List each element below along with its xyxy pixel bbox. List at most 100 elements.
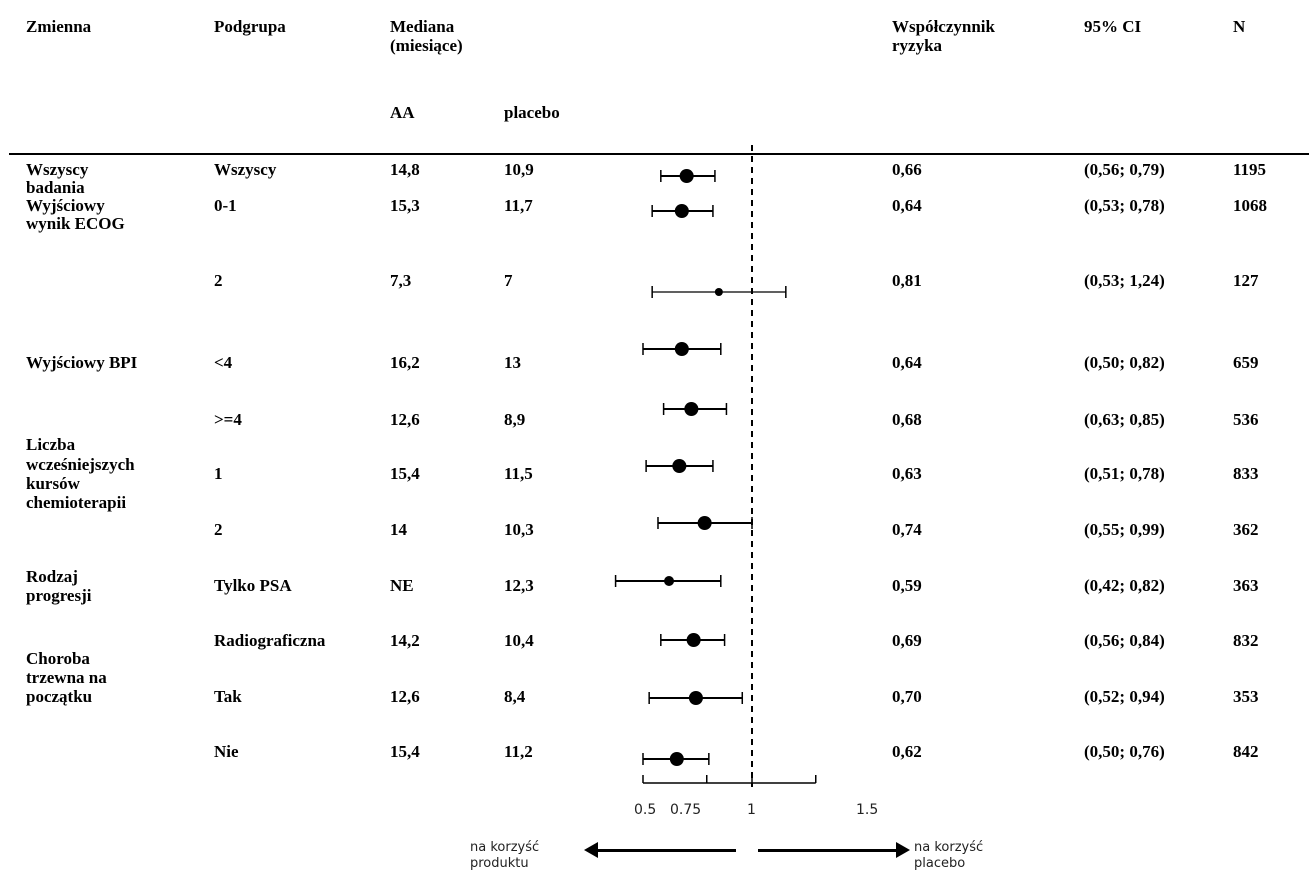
subgroup-cell: Tylko PSA	[214, 576, 292, 595]
n-cell: 1195	[1233, 160, 1267, 179]
ci-cell: (0,42; 0,82)	[1084, 576, 1165, 595]
forest-plot	[614, 145, 817, 787]
ci-cell: (0,56; 0,84)	[1084, 631, 1165, 650]
header-placebo: placebo	[504, 103, 560, 122]
header-hr-line2: ryzyka	[892, 36, 943, 55]
header-variable: Zmienna	[26, 17, 92, 36]
hazard-ratio-cell: 0,64	[892, 196, 922, 215]
subgroup-cell: <4	[214, 353, 233, 372]
subgroup-cell: Wszyscy	[214, 160, 277, 179]
aa-median-cell: 7,3	[390, 271, 412, 290]
hazard-ratio-point	[688, 691, 703, 705]
favours-placebo-label: na korzyść placebo	[914, 840, 984, 871]
aa-median-cell: NE	[390, 576, 414, 595]
n-cell: 536	[1233, 410, 1259, 429]
x-tick-label: 0.75	[670, 802, 702, 818]
ci-cell: (0,63; 0,85)	[1084, 410, 1165, 429]
placebo-median-cell: 11,7	[504, 196, 533, 215]
ci-cell: (0,53; 1,24)	[1084, 271, 1165, 290]
subgroup-cell: Nie	[214, 742, 239, 761]
n-cell: 127	[1233, 271, 1259, 290]
variable-label: badania	[26, 178, 85, 197]
aa-median-cell: 15,3	[390, 196, 420, 215]
ci-cell: (0,52; 0,94)	[1084, 687, 1165, 706]
ci-cell: (0,55; 0,99)	[1084, 520, 1165, 539]
hazard-ratio-cell: 0,64	[892, 353, 922, 372]
hazard-ratio-cell: 0,74	[892, 520, 922, 539]
placebo-median-cell: 10,9	[504, 160, 534, 179]
arrow-left-icon	[584, 842, 598, 858]
ci-cell: (0,53; 0,78)	[1084, 196, 1165, 215]
header-aa: AA	[390, 103, 415, 122]
ci-cell: (0,51; 0,78)	[1084, 464, 1165, 483]
x-tick-label: 1	[747, 802, 756, 818]
hazard-ratio-point	[686, 633, 701, 647]
hazard-ratio-point	[674, 342, 689, 356]
variable-label: wcześniejszych	[26, 455, 135, 474]
hazard-ratio-cell: 0,70	[892, 687, 922, 706]
header-subgroup: Podgrupa	[214, 17, 286, 36]
placebo-median-cell: 13	[504, 353, 521, 372]
x-tick-label: 1.5	[856, 802, 879, 818]
aa-median-cell: 16,2	[390, 353, 420, 372]
header-ci: 95% CI	[1084, 17, 1142, 36]
aa-median-cell: 12,6	[390, 410, 420, 429]
aa-median-cell: 15,4	[390, 464, 420, 483]
favours-product-label: na korzyść produktu	[470, 840, 540, 871]
arrow-left-line	[596, 849, 736, 852]
subgroup-cell: 1	[214, 464, 223, 483]
placebo-median-cell: 12,3	[504, 576, 534, 595]
aa-median-cell: 14,8	[390, 160, 420, 179]
header-hr-line1: Współczynnik	[892, 17, 995, 36]
subgroup-cell: >=4	[214, 410, 242, 429]
n-cell: 353	[1233, 687, 1259, 706]
hazard-ratio-point	[714, 288, 723, 296]
hazard-ratio-point	[679, 169, 694, 183]
n-cell: 833	[1233, 464, 1259, 483]
n-cell: 659	[1233, 353, 1259, 372]
hazard-ratio-cell: 0,68	[892, 410, 922, 429]
variable-label: Choroba	[26, 649, 90, 668]
ci-cell: (0,50; 0,76)	[1084, 742, 1165, 761]
variable-label: Liczba	[26, 435, 76, 454]
hazard-ratio-point	[674, 204, 689, 218]
subgroup-cell: 2	[214, 271, 223, 290]
arrow-right-line	[758, 849, 898, 852]
variable-label: kursów	[26, 474, 80, 493]
aa-median-cell: 14	[390, 520, 407, 539]
ci-cell: (0,50; 0,82)	[1084, 353, 1165, 372]
hazard-ratio-point	[672, 459, 687, 473]
variable-label: początku	[26, 687, 93, 706]
n-cell: 362	[1233, 520, 1259, 539]
aa-median-cell: 12,6	[390, 687, 420, 706]
variable-label: Wyjściowy BPI	[26, 353, 138, 372]
arrow-right-icon	[896, 842, 910, 858]
variable-label: wynik ECOG	[26, 214, 125, 233]
n-cell: 363	[1233, 576, 1259, 595]
variable-label: progresji	[26, 586, 92, 605]
aa-median-cell: 14,2	[390, 631, 420, 650]
subgroup-cell: Radiograficzna	[214, 631, 326, 650]
hazard-ratio-cell: 0,59	[892, 576, 922, 595]
hazard-ratio-cell: 0,63	[892, 464, 922, 483]
n-cell: 832	[1233, 631, 1259, 650]
hazard-ratio-point	[684, 402, 699, 416]
placebo-median-cell: 11,2	[504, 742, 533, 761]
hazard-ratio-cell: 0,69	[892, 631, 922, 650]
placebo-median-cell: 11,5	[504, 464, 533, 483]
header-divider	[9, 153, 1309, 155]
variable-label: chemioterapii	[26, 493, 127, 512]
placebo-median-cell: 7	[504, 271, 513, 290]
aa-median-cell: 15,4	[390, 742, 420, 761]
subgroup-cell: Tak	[214, 687, 242, 706]
variable-label: trzewna na	[26, 668, 107, 687]
hazard-ratio-point	[664, 576, 675, 586]
variable-label: Wszyscy	[26, 160, 89, 179]
x-tick-label: 0.5	[634, 802, 657, 818]
ci-cell: (0,56; 0,79)	[1084, 160, 1165, 179]
subgroup-cell: 0-1	[214, 196, 237, 215]
subgroup-cell: 2	[214, 520, 223, 539]
placebo-median-cell: 10,4	[504, 631, 534, 650]
hazard-ratio-cell: 0,66	[892, 160, 922, 179]
hazard-ratio-point	[697, 516, 712, 530]
